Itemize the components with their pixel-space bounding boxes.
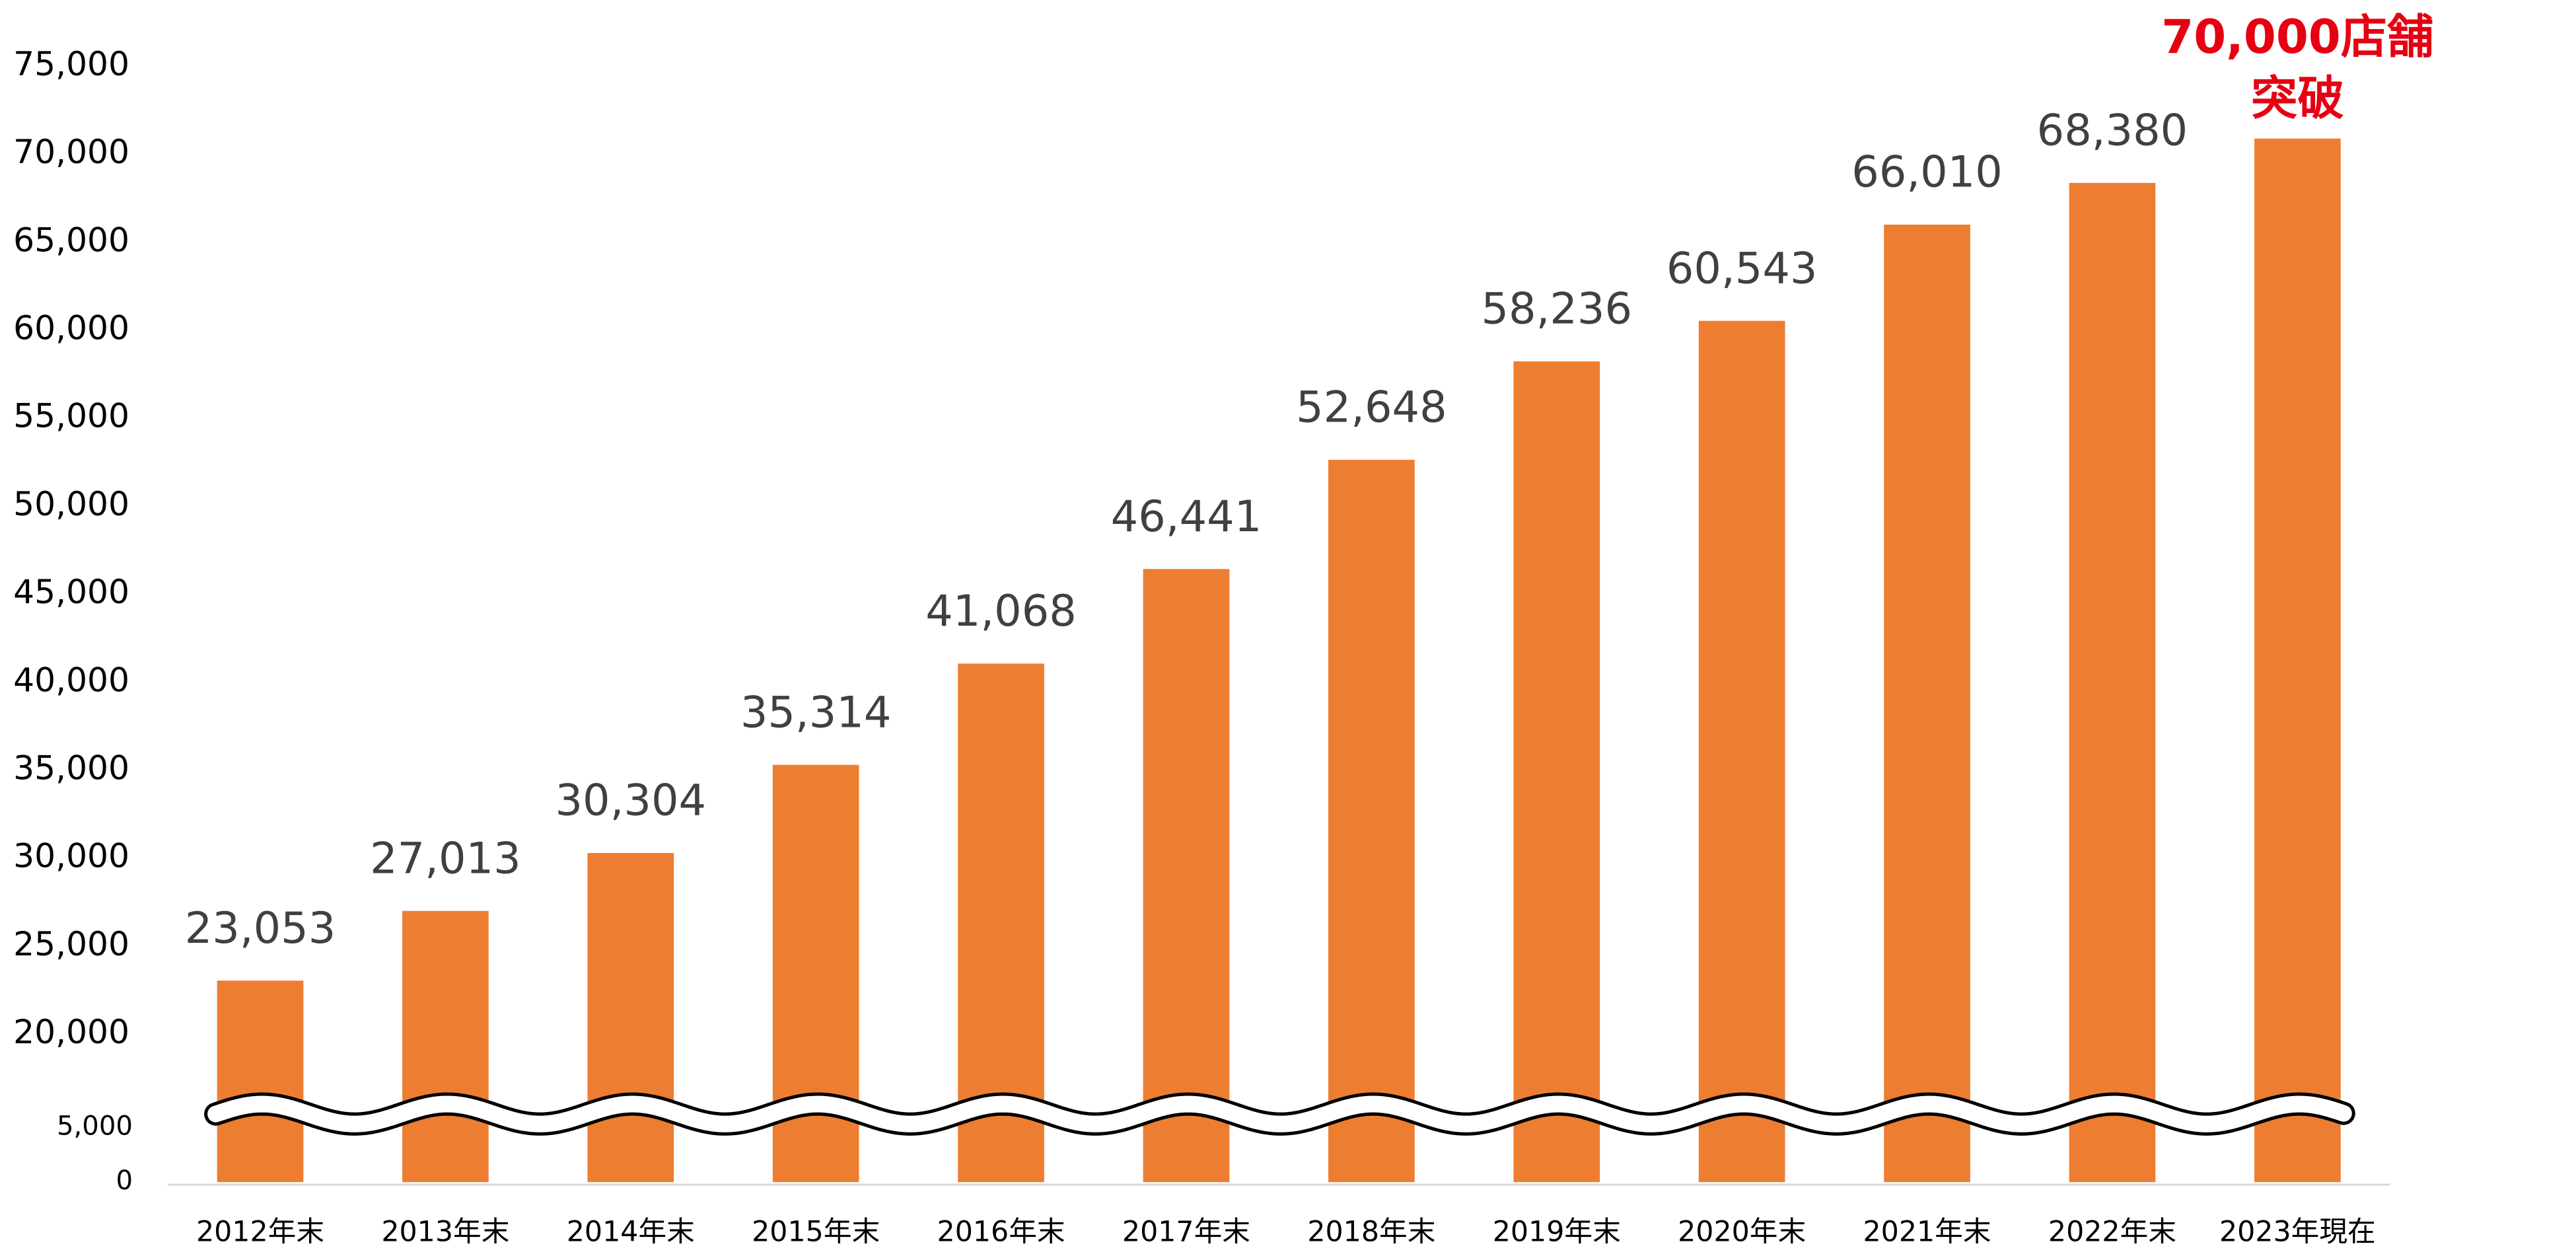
data-label: 23,053 [185, 903, 336, 953]
axis-break [204, 1092, 2355, 1136]
x-tick-label: 2015年末 [752, 1216, 880, 1249]
x-tick-label: 2012年末 [196, 1216, 324, 1249]
bar [1698, 320, 1785, 1183]
data-label: 27,013 [370, 833, 521, 883]
x-tick-label: 2014年末 [567, 1216, 695, 1249]
labels: 0 5,000 20,000 25,000 30,000 35,000 40,000 45,0… [13, 10, 2433, 1249]
bar [1513, 361, 1600, 1183]
x-tick-label: 2013年末 [381, 1216, 509, 1249]
y-tick-label: 20,000 [13, 1012, 129, 1051]
x-tick-label: 2023年現在 [2219, 1216, 2376, 1249]
y-tick-label: 5,000 [57, 1111, 133, 1141]
y-tick-label: 40,000 [13, 660, 129, 699]
x-tick-label: 2019年末 [1493, 1216, 1621, 1249]
bar [1884, 224, 1970, 1183]
x-tick-label: 2016年末 [937, 1216, 1065, 1249]
bar [217, 980, 304, 1183]
data-label: 68,380 [2037, 106, 2188, 156]
data-label: 66,010 [1851, 147, 2003, 198]
x-tick-label: 2021年末 [1863, 1216, 1991, 1249]
bar [2069, 182, 2156, 1183]
y-tick-label: 65,000 [13, 220, 129, 259]
y-tick-label: 60,000 [13, 309, 129, 348]
data-label: 46,441 [1111, 492, 1262, 542]
y-tick-label: 35,000 [13, 748, 129, 787]
data-label: 30,304 [555, 776, 706, 826]
annotation: 70,000店舗 [2161, 10, 2433, 64]
y-tick-label: 0 [116, 1165, 133, 1196]
bar [2254, 138, 2341, 1183]
y-tick-label: 75,000 [13, 44, 129, 83]
y-tick-label: 50,000 [13, 484, 129, 523]
y-tick-label: 45,000 [13, 572, 129, 611]
x-tick-label: 2020年末 [1678, 1216, 1806, 1249]
data-label: 35,314 [740, 687, 892, 737]
data-label: 58,236 [1481, 284, 1632, 334]
x-tick-label: 2018年末 [1307, 1216, 1435, 1249]
bars [167, 138, 2390, 1186]
y-tick-label: 25,000 [13, 924, 129, 963]
x-tick-label: 2017年末 [1122, 1216, 1250, 1249]
data-label: 60,543 [1666, 243, 1818, 293]
data-label: 52,648 [1296, 383, 1447, 433]
annotation: 突破 [2251, 71, 2344, 126]
bar [402, 910, 489, 1183]
y-tick-label: 70,000 [13, 132, 129, 171]
x-tick-label: 2022年末 [2048, 1216, 2176, 1249]
bar [1328, 459, 1415, 1183]
bar [1143, 569, 1230, 1183]
break-band-inner [207, 1095, 2352, 1132]
bar [587, 853, 674, 1183]
y-tick-label: 55,000 [13, 396, 129, 435]
y-tick-label: 30,000 [13, 836, 129, 875]
data-label: 41,068 [925, 586, 1077, 636]
